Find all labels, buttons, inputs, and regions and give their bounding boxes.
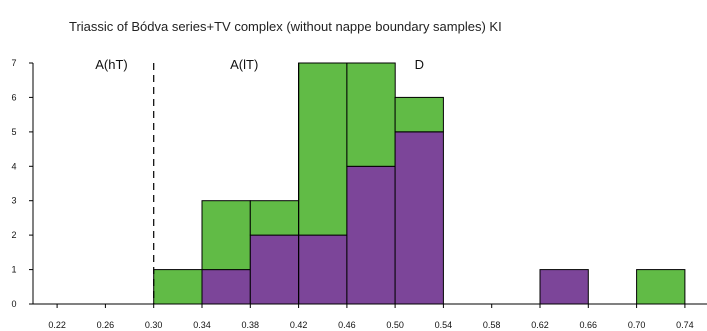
y-tick-label-5: 5: [11, 127, 16, 137]
x-tick-label-9: 0.58: [483, 320, 501, 330]
y-tick-label-2: 2: [11, 230, 16, 240]
bar-series-1-bin-5: [298, 62, 348, 236]
x-tick-label-0: 0.22: [48, 320, 66, 330]
x-tick-label-4: 0.38: [242, 320, 260, 330]
bar-series-0-bin-3: [201, 269, 251, 305]
zone-labels: A(hT) A(lT) D: [95, 57, 424, 72]
zone-label-0: A(hT): [95, 57, 128, 72]
zone-label-2: D: [415, 57, 424, 72]
x-tick-label-12: 0.70: [628, 320, 646, 330]
x-tick-label-2: 0.30: [145, 320, 163, 330]
bar-series-0-bin-10: [539, 269, 589, 305]
axes: 0 1 2 3 4 5 6 7 0.22 0.26 0.30 0.34 0.38 0.42 0.46 0.50…: [11, 58, 707, 330]
x-tick-label-7: 0.50: [386, 320, 404, 330]
bar-series-0-bin-5: [298, 234, 348, 305]
zone-label-1: A(lT): [230, 57, 258, 72]
bar-series-0-bin-6: [346, 165, 396, 305]
bar-series-0-bin-7: [394, 131, 444, 305]
bar-series-1-bin-6: [346, 62, 396, 167]
x-tick-label-6: 0.46: [338, 320, 356, 330]
x-tick-label-1: 0.26: [97, 320, 115, 330]
chart-title: Triassic of Bódva series+TV complex (wit…: [69, 19, 502, 34]
bar-series-1-bin-4: [249, 200, 300, 236]
x-tick-label-13: 0.74: [676, 320, 694, 330]
y-tick-label-0: 0: [11, 299, 16, 309]
x-tick-label-10: 0.62: [531, 320, 549, 330]
bar-series-1-bin-2: [153, 269, 203, 305]
x-tick-label-5: 0.42: [290, 320, 308, 330]
y-tick-label-4: 4: [11, 161, 16, 171]
x-tick-label-11: 0.66: [580, 320, 598, 330]
bar-series-1-bin-7: [394, 96, 444, 133]
zone-boundaries: [153, 63, 300, 304]
bar-series-1-bin-12: [636, 269, 686, 305]
y-tick-label-1: 1: [11, 265, 16, 275]
y-tick-label-6: 6: [11, 92, 16, 102]
bars-group: [153, 62, 686, 305]
bar-series-1-bin-3: [201, 200, 251, 271]
x-tick-label-8: 0.54: [435, 320, 453, 330]
y-tick-label-3: 3: [11, 196, 16, 206]
bar-series-0-bin-4: [249, 234, 300, 305]
x-tick-label-3: 0.34: [193, 320, 211, 330]
y-tick-label-7: 7: [11, 58, 16, 68]
